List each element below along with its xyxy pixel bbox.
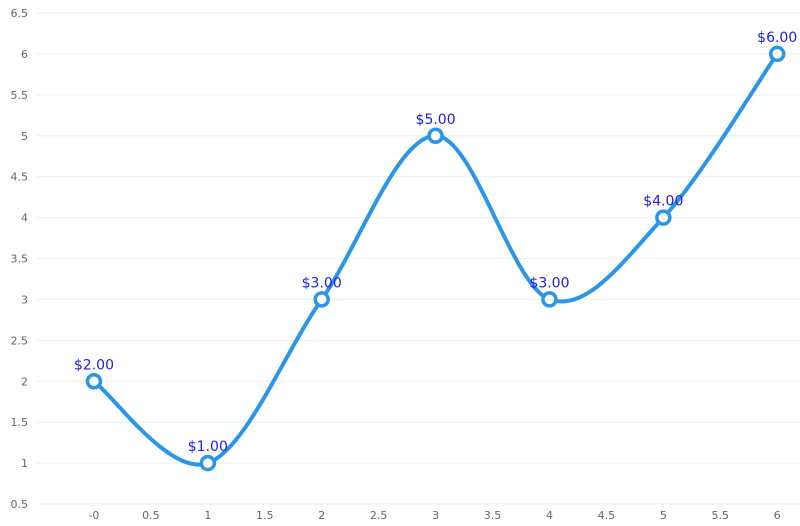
- x-tick-label: 5.5: [712, 509, 730, 522]
- x-tick-label: 1.5: [256, 509, 274, 522]
- data-point[interactable]: [768, 45, 786, 63]
- x-tick-label: 3.5: [484, 509, 502, 522]
- y-tick-label: 3.5: [11, 253, 29, 266]
- data-point[interactable]: [313, 291, 330, 308]
- x-tick-label: 6: [774, 509, 781, 522]
- data-label: $6.00: [757, 30, 797, 46]
- x-tick-label: 0.5: [142, 509, 160, 522]
- y-tick-label: 4.5: [11, 171, 29, 184]
- data-point[interactable]: [199, 454, 217, 472]
- y-tick-label: 2: [21, 375, 28, 388]
- x-tick-label: 2: [318, 509, 325, 522]
- data-point[interactable]: [541, 291, 558, 308]
- y-tick-label: 2.5: [11, 334, 29, 347]
- data-label: $1.00: [188, 439, 228, 455]
- x-axis: -0 0.5 1 1.5 2 2.5 3 3.5 4 4.5 5 5.5 6: [88, 509, 780, 522]
- data-label: $5.00: [416, 112, 456, 128]
- y-tick-label: 1.5: [11, 416, 29, 429]
- x-tick-label: -0: [88, 509, 99, 522]
- data-label: $2.00: [74, 357, 114, 373]
- x-tick-label: 5: [660, 509, 667, 522]
- y-tick-label: 4: [21, 212, 28, 225]
- y-tick-label: 1: [21, 457, 28, 470]
- data-label: $3.00: [529, 275, 569, 291]
- x-tick-label: 3: [432, 509, 439, 522]
- x-tick-label: 4.5: [598, 509, 616, 522]
- y-tick-label: 6.5: [11, 7, 29, 20]
- data-label: $3.00: [302, 275, 342, 291]
- y-tick-label: 6: [21, 48, 28, 61]
- x-tick-label: 2.5: [370, 509, 388, 522]
- y-axis: 0.5 1 1.5 2 2.5 3 3.5 4 4.5 5 5.5 6 6.5: [11, 7, 29, 511]
- y-tick-label: 0.5: [11, 498, 29, 511]
- data-labels: $2.00 $1.00 $3.00 $5.00 $3.00 $4.00 $6.00: [74, 30, 797, 455]
- data-points: [85, 45, 786, 472]
- y-tick-label: 5.5: [11, 89, 29, 102]
- data-point[interactable]: [427, 127, 444, 144]
- data-point[interactable]: [85, 373, 103, 390]
- y-tick-label: 5: [21, 130, 28, 143]
- grid-lines: [37, 12, 800, 505]
- y-tick-label: 3: [21, 293, 28, 306]
- data-label: $4.00: [643, 194, 683, 210]
- data-point[interactable]: [655, 209, 672, 226]
- x-tick-label: 1: [204, 509, 211, 522]
- x-tick-label: 4: [546, 509, 553, 522]
